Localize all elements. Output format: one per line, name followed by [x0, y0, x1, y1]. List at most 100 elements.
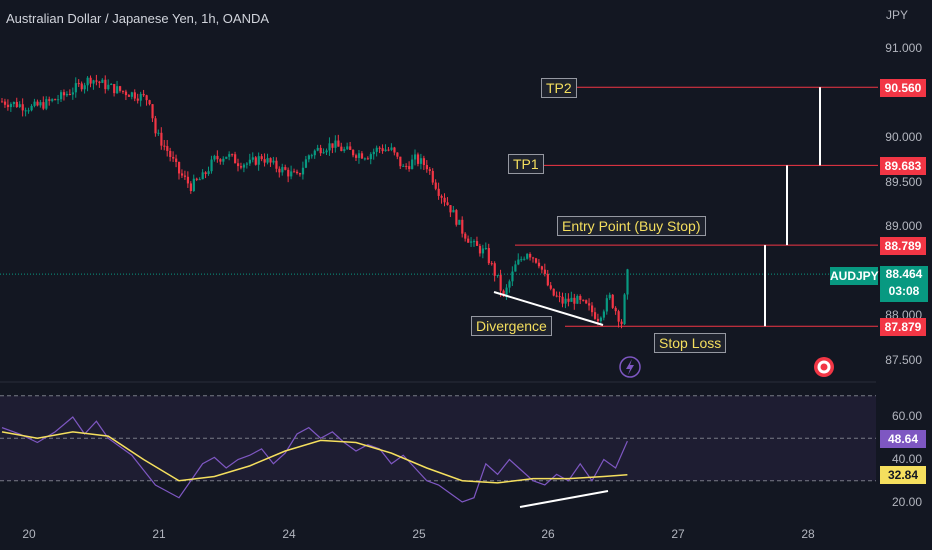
candle-body [363, 158, 367, 160]
candle-body [113, 84, 116, 94]
candle-body [104, 79, 107, 90]
candle-body [242, 164, 246, 168]
candle-body [473, 241, 476, 243]
candle-body [375, 147, 378, 152]
candle-body [119, 86, 122, 91]
candle-body [121, 90, 125, 92]
candle-body [6, 104, 10, 108]
candle-body [564, 298, 567, 304]
candle-body [369, 154, 372, 160]
candle-body [42, 102, 45, 109]
candle-body [487, 248, 490, 264]
candle-body [263, 159, 266, 163]
time-tick: 24 [282, 527, 296, 541]
tp1-label[interactable]: TP1 [508, 154, 544, 174]
candle-body [278, 168, 281, 173]
candle-body [540, 266, 544, 270]
candle-body [355, 155, 358, 158]
candle-body [1, 101, 4, 103]
candle-body [62, 92, 66, 96]
candle-body [86, 77, 89, 86]
candle-body [514, 264, 517, 272]
candle-body [222, 158, 225, 162]
candle-body [490, 263, 493, 265]
tp2-label[interactable]: TP2 [541, 78, 577, 98]
price-tick: 89.500 [885, 175, 922, 189]
candle-body [145, 95, 148, 101]
candle-body [585, 300, 588, 304]
candle-body [481, 248, 485, 254]
candle-body [449, 205, 452, 213]
rsi-value-tag: 48.64 [880, 430, 926, 448]
rsi-tick: 60.00 [891, 409, 922, 423]
candle-body [124, 91, 128, 96]
candle-body [98, 81, 101, 83]
candle-body [133, 92, 136, 99]
candle-body [620, 321, 623, 325]
candle-body [319, 147, 322, 154]
price-tick: 87.500 [885, 353, 922, 367]
candle-body [298, 173, 302, 175]
candle-body [101, 79, 104, 83]
candle-body [151, 104, 154, 119]
candle-body [237, 163, 240, 167]
candle-body [428, 169, 431, 171]
candle-body [24, 110, 27, 112]
candle-body [251, 157, 254, 160]
candle-body [493, 263, 496, 276]
candle-body [455, 210, 458, 225]
candle-body [346, 146, 349, 150]
candle-body [588, 303, 591, 306]
rsi-tick: 20.00 [891, 495, 922, 509]
candle-body [416, 154, 420, 164]
candle-body [352, 149, 355, 156]
lightning-icon [619, 356, 641, 378]
price-divergence-line [493, 291, 604, 326]
candle-body [555, 295, 558, 297]
candle-body [526, 253, 529, 259]
candle-body [169, 150, 172, 157]
candle-body [425, 165, 428, 170]
candle-body [573, 297, 576, 304]
candle-body [543, 269, 546, 274]
candle-body [582, 299, 585, 301]
candle-body [293, 171, 296, 173]
candle-body [71, 92, 74, 95]
candle-body [80, 83, 83, 90]
target-center-icon [820, 363, 828, 371]
candle-body [95, 80, 98, 82]
chart-title: Australian Dollar / Japanese Yen, 1h, OA… [6, 11, 270, 26]
candle-body [626, 269, 629, 295]
candle-body [505, 287, 508, 295]
candle-body [325, 150, 328, 153]
candle-body [207, 171, 210, 174]
candle-body [157, 132, 160, 134]
candle-body [27, 110, 30, 112]
candle-body [160, 132, 163, 146]
time-tick: 21 [152, 527, 166, 541]
rsi-line [1, 416, 628, 503]
bar-countdown: 03:08 [888, 284, 920, 298]
stop-loss-label[interactable]: Stop Loss [654, 333, 727, 353]
candle-body [511, 271, 514, 282]
candle-body [558, 296, 561, 298]
candle-body [60, 92, 63, 100]
candle-body [378, 147, 381, 149]
candle-body [396, 152, 399, 157]
candle-body [130, 92, 133, 97]
entry-point-label[interactable]: Entry Point (Buy Stop) [557, 216, 706, 236]
candle-body [475, 241, 479, 246]
candle-body [139, 93, 142, 101]
candle-body [195, 178, 198, 180]
candle-body [331, 143, 334, 148]
last-price: 88.464 [885, 267, 923, 281]
entry-price-tag: 88.789 [880, 237, 926, 255]
candle-body [534, 258, 538, 263]
candle-body [178, 161, 181, 174]
candle-body [269, 158, 272, 163]
candle-body [186, 176, 190, 184]
candle-body [166, 146, 169, 151]
divergence-label[interactable]: Divergence [471, 316, 552, 336]
